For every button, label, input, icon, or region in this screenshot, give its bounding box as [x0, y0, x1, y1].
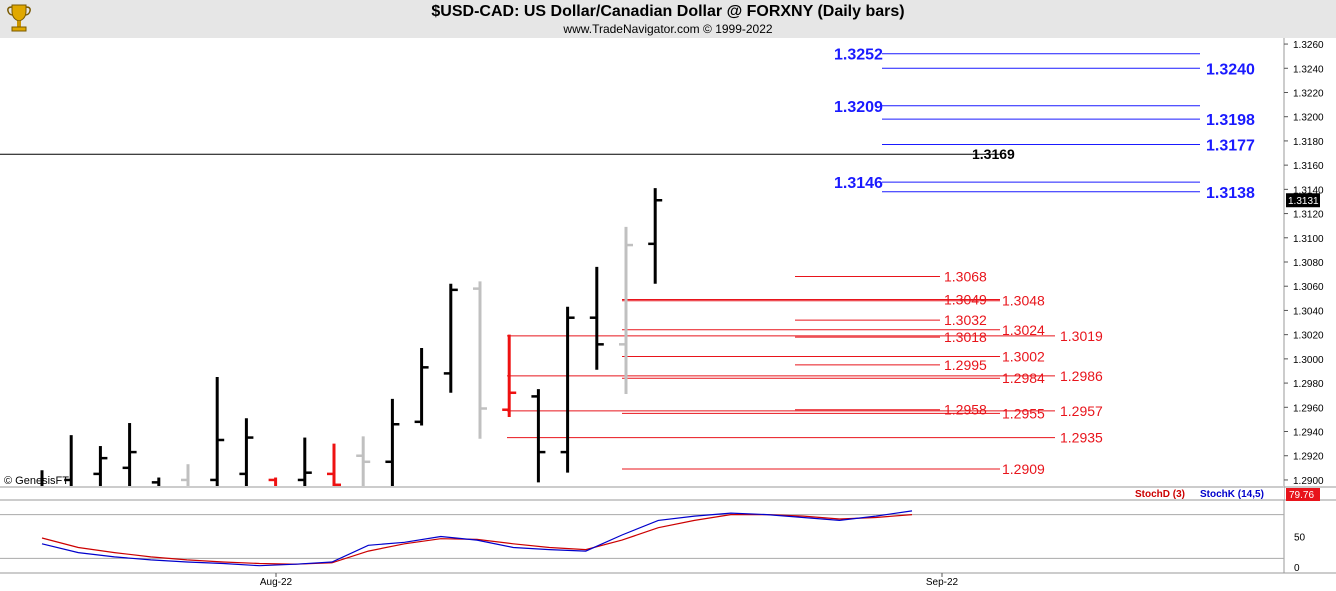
support-level-label: 1.3019 — [1060, 328, 1103, 344]
oscillator-label-strip — [0, 486, 1284, 500]
resistance-level-label: 1.3252 — [834, 47, 883, 64]
stoch-last-box — [1286, 488, 1320, 501]
stoch-tick-label: 0 — [1294, 563, 1300, 574]
price-tick-label: 1.3240 — [1293, 64, 1324, 75]
price-tick-label: 1.2980 — [1293, 379, 1324, 390]
ohlc-bar — [210, 377, 225, 486]
ohlc-bar — [122, 423, 137, 486]
support-level-label: 1.2958 — [944, 402, 987, 418]
price-tick-label: 1.3120 — [1293, 210, 1324, 221]
stoch-d-line — [41, 513, 913, 565]
ohlc-bar — [239, 418, 254, 486]
chart-header — [0, 0, 1336, 38]
price-tick-label: 1.3160 — [1293, 161, 1324, 172]
price-tick-label: 1.2920 — [1293, 452, 1324, 463]
resistance-level-label: 1.3240 — [1206, 61, 1255, 78]
price-tick-label: 1.2960 — [1293, 403, 1324, 414]
chart-subtitle: www.TradeNavigator.com © 1999-2022 — [563, 22, 773, 36]
price-tick-label: 1.3080 — [1293, 258, 1324, 269]
support-level-label: 1.3032 — [944, 312, 987, 328]
reference-level-label: 1.3169 — [972, 146, 1015, 162]
stoch-k-line — [41, 510, 913, 567]
stoch-d-legend: StochD (3) — [1135, 489, 1185, 500]
support-level-label: 1.2955 — [1002, 405, 1045, 421]
ohlc-bar — [268, 477, 278, 486]
support-level-label: 1.3002 — [1002, 348, 1045, 364]
support-level-label: 1.3024 — [1002, 322, 1045, 338]
ohlc-bar — [385, 398, 400, 486]
price-tick-label: 1.3060 — [1293, 282, 1324, 293]
ohlc-bar — [327, 443, 341, 487]
ohlc-bar — [356, 436, 371, 486]
support-level-label: 1.2986 — [1060, 368, 1103, 384]
ohlc-bar — [414, 347, 429, 426]
price-tick-label: 1.3200 — [1293, 113, 1324, 124]
price-tick-label: 1.3000 — [1293, 355, 1324, 366]
ohlc-bar — [181, 464, 190, 486]
price-tick-label: 1.3220 — [1293, 88, 1324, 99]
last-price-box — [1286, 193, 1320, 208]
price-tick-label: 1.2900 — [1293, 476, 1324, 487]
support-level-label: 1.3048 — [1002, 293, 1045, 309]
stoch-last-value: 79.76 — [1289, 490, 1314, 501]
support-level-label: 1.3068 — [944, 269, 987, 285]
ohlc-bar — [297, 437, 312, 486]
support-level-label: 1.2995 — [944, 357, 987, 373]
price-tick-label: 1.3180 — [1293, 137, 1324, 148]
credit-label: © GenesisFT — [4, 475, 69, 487]
ohlc-bar — [502, 334, 517, 417]
ohlc-bar — [531, 389, 546, 483]
ohlc-bar — [64, 435, 73, 486]
price-tick-label: 1.3020 — [1293, 331, 1324, 342]
stoch-tick-label: 50 — [1294, 533, 1306, 544]
ohlc-bar — [619, 226, 633, 394]
ohlc-bar — [443, 283, 458, 393]
price-tick-label: 1.2940 — [1293, 428, 1324, 439]
support-level-label: 1.3018 — [944, 329, 987, 345]
resistance-level-label: 1.3138 — [1206, 185, 1255, 202]
stoch-k-legend: StochK (14,5) — [1200, 489, 1264, 500]
time-tick-label: Sep-22 — [926, 577, 959, 588]
price-tick-label: 1.3260 — [1293, 40, 1324, 51]
ohlc-bar — [473, 281, 487, 439]
support-level-label: 1.2957 — [1060, 403, 1103, 419]
price-tick-label: 1.3100 — [1293, 234, 1324, 245]
resistance-level-label: 1.3209 — [834, 99, 883, 116]
support-level-label: 1.2909 — [1002, 461, 1045, 477]
trophy-logo-icon — [4, 2, 34, 39]
support-level-label: 1.2984 — [1002, 370, 1045, 386]
ohlc-bar — [589, 266, 604, 370]
resistance-level-label: 1.3198 — [1206, 112, 1255, 129]
support-level-label: 1.2935 — [1060, 430, 1103, 446]
price-tick-label: 1.3140 — [1293, 185, 1324, 196]
ohlc-bar — [560, 306, 575, 473]
ohlc-bar — [93, 446, 108, 486]
support-level-label: 1.3049 — [944, 292, 987, 308]
chart-title: $USD-CAD: US Dollar/Canadian Dollar @ FO… — [431, 3, 905, 20]
ohlc-bar — [151, 477, 161, 486]
last-price-label: 1.3131 — [1288, 196, 1319, 207]
resistance-level-label: 1.3146 — [834, 175, 883, 192]
price-tick-label: 1.3040 — [1293, 306, 1324, 317]
time-tick-label: Aug-22 — [260, 577, 293, 588]
ohlc-bar — [648, 188, 663, 284]
resistance-level-label: 1.3177 — [1206, 138, 1255, 155]
